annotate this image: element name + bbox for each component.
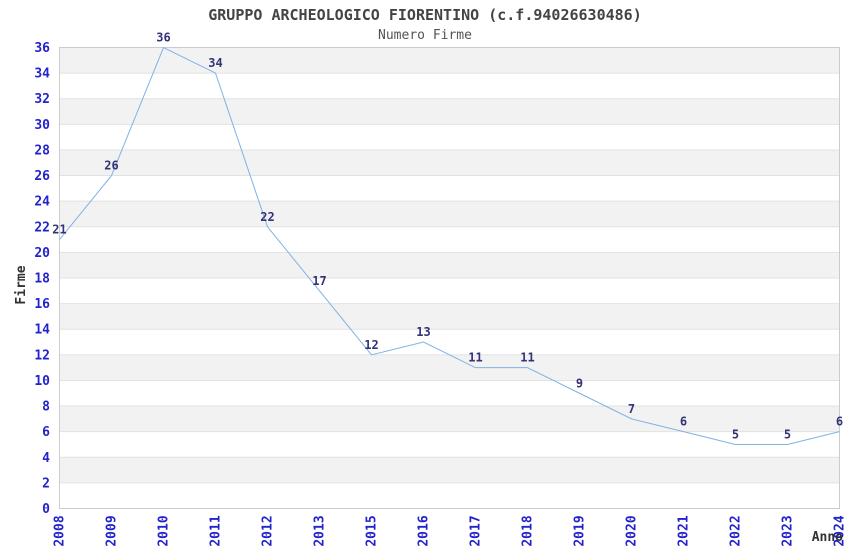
x-tick-label: 2018 [521,515,536,546]
y-axis-title: Firme [14,265,29,304]
y-tick-label: 12 [34,348,50,363]
y-tick-label: 26 [34,169,50,184]
series-line [59,46,840,445]
band [59,457,840,483]
x-axis-title: Anno [812,530,843,545]
data-label: 5 [732,427,739,441]
band [59,252,840,278]
y-tick-label: 32 [34,92,50,107]
x-tick-label: 2021 [677,515,692,546]
x-tick-label: 2016 [417,515,432,546]
data-label: 26 [104,159,118,173]
x-tick-label: 2022 [729,515,744,546]
y-tick-label: 24 [34,195,50,210]
x-tick-label: 2023 [781,515,796,546]
y-tick-label: 34 [34,67,50,82]
x-tick-label: 2008 [53,515,68,546]
band [59,98,840,125]
x-tick-label: 2009 [105,515,120,546]
x-tick-label: 2011 [209,515,224,546]
data-label: 17 [312,274,326,288]
x-tick-label: 2015 [365,515,380,546]
band [59,149,840,176]
data-label: 12 [364,338,378,352]
band [59,303,840,330]
x-tick-label: 2012 [261,515,276,546]
y-tick-label: 0 [42,502,50,517]
y-tick-label: 22 [34,220,50,235]
data-label: 9 [576,376,583,390]
plot-border [59,47,840,509]
y-tick-label: 20 [34,246,50,261]
y-tick-label: 28 [34,143,50,158]
x-tick-label: 2017 [469,515,484,546]
chart-title: GRUPPO ARCHEOLOGICO FIORENTINO (c.f.9402… [208,6,642,24]
data-label: 22 [260,210,274,224]
y-tick-label: 16 [34,297,50,312]
x-tick-label: 2019 [573,515,588,546]
gridlines [59,72,840,484]
data-label: 21 [52,223,66,237]
data-label: 11 [520,351,534,365]
band [59,47,840,74]
band [59,354,840,381]
data-label: 36 [156,31,170,45]
x-tick-label: 2010 [157,515,172,546]
x-tick-label: 2013 [313,515,328,546]
data-label: 11 [468,351,482,365]
y-tick-label: 2 [42,476,50,491]
y-tick-label: 18 [34,272,50,287]
data-label: 6 [836,415,843,429]
y-tick-label: 4 [42,451,50,466]
data-label: 7 [628,402,635,416]
y-tick-label: 10 [34,374,50,389]
plot-bands [59,47,840,483]
y-tick-label: 14 [34,323,50,338]
data-labels: 21 26 36 34 22 17 12 13 11 11 9 7 6 5 5 6 [52,31,843,442]
data-label: 34 [208,56,222,70]
y-tick-label: 6 [42,425,50,440]
data-label: 13 [416,325,430,339]
y-tick-label: 36 [34,41,50,56]
band [59,201,840,227]
x-tick-label: 2024 [833,515,848,546]
data-label: 5 [784,427,791,441]
y-tick-label: 8 [42,400,50,415]
band [59,406,840,432]
data-label: 6 [680,415,687,429]
x-axis-tick-labels: 2008 2009 2010 2011 2012 2013 2015 2016 2017 2018… [53,515,848,546]
x-tick-label: 2020 [625,515,640,546]
chart-subtitle: Numero Firme [378,28,472,43]
y-tick-label: 30 [34,118,50,133]
